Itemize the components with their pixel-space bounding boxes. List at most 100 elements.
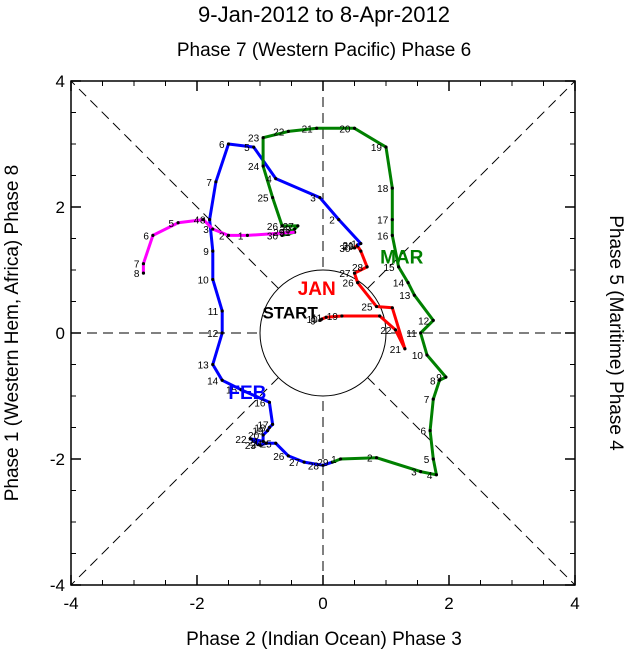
data-point bbox=[264, 441, 268, 445]
x-tick-label: 4 bbox=[570, 594, 579, 613]
day-label: 1 bbox=[351, 240, 357, 251]
day-label: 2 bbox=[329, 216, 335, 227]
data-point bbox=[271, 195, 275, 200]
day-label: 1 bbox=[331, 455, 337, 466]
data-point bbox=[390, 306, 394, 310]
data-point bbox=[258, 443, 262, 447]
data-point bbox=[339, 457, 343, 461]
data-point bbox=[261, 439, 265, 443]
day-label: 16 bbox=[377, 231, 389, 242]
day-label: 23 bbox=[248, 134, 260, 145]
data-point bbox=[412, 293, 416, 297]
day-label: 20 bbox=[339, 124, 351, 135]
day-label: 1 bbox=[238, 231, 244, 242]
right-phase-label: Phase 5 (Maritime) Phase 4 bbox=[605, 215, 626, 451]
x-tick-label: 0 bbox=[318, 594, 327, 613]
data-point bbox=[428, 429, 432, 433]
data-point bbox=[220, 309, 224, 313]
trajectory-layer bbox=[141, 126, 448, 477]
month-labels: START JAN FEB MAR bbox=[228, 248, 423, 404]
month-label-feb: FEB bbox=[228, 383, 266, 404]
data-point bbox=[141, 262, 146, 266]
data-point bbox=[425, 353, 429, 357]
day-label: 28 bbox=[308, 461, 320, 472]
day-label: 30 bbox=[267, 231, 279, 242]
day-label: 18 bbox=[377, 184, 389, 195]
data-point bbox=[390, 186, 394, 190]
day-label: 4 bbox=[266, 175, 272, 186]
data-point bbox=[245, 233, 249, 237]
data-point bbox=[176, 221, 180, 225]
day-label: 8 bbox=[134, 269, 140, 280]
day-label: 28 bbox=[280, 225, 292, 236]
data-point bbox=[321, 463, 325, 467]
day-label: 24 bbox=[251, 439, 263, 450]
month-label-mar: MAR bbox=[380, 248, 424, 269]
data-point bbox=[359, 249, 363, 253]
day-label: 13 bbox=[198, 361, 210, 372]
data-point bbox=[271, 422, 275, 426]
x-tick-label: -2 bbox=[189, 594, 204, 613]
day-label: 22 bbox=[235, 435, 247, 446]
bottom-phase-label: Phase 2 (Indian Ocean) Phase 3 bbox=[186, 629, 462, 650]
day-label: 26 bbox=[343, 279, 355, 290]
data-point bbox=[201, 218, 205, 222]
data-point bbox=[315, 126, 319, 130]
day-label: 28 bbox=[352, 263, 364, 274]
day-label: 6 bbox=[219, 140, 225, 151]
day-label: 11 bbox=[312, 313, 323, 324]
left-phase-label: Phase 1 (Western Hem, Africa) Phase 8 bbox=[2, 165, 23, 502]
data-point bbox=[393, 328, 398, 332]
data-point bbox=[434, 473, 438, 477]
day-label: 21 bbox=[302, 124, 314, 135]
data-point bbox=[397, 265, 401, 269]
day-label: 25 bbox=[257, 194, 269, 205]
data-point bbox=[318, 195, 322, 200]
day-label: 23 bbox=[245, 441, 257, 452]
data-point bbox=[226, 233, 231, 237]
day-label: 7 bbox=[206, 178, 212, 189]
day-label: 24 bbox=[248, 162, 260, 173]
data-point bbox=[248, 437, 253, 441]
day-label: 25 bbox=[361, 303, 373, 314]
day-label: 21 bbox=[248, 437, 260, 448]
data-point bbox=[374, 456, 379, 460]
day-label: 21 bbox=[390, 345, 402, 356]
guide-diagonal-3 bbox=[367, 377, 576, 586]
day-label: 11 bbox=[208, 307, 219, 318]
data-point bbox=[296, 224, 300, 228]
day-label: 9 bbox=[310, 316, 316, 327]
data-point bbox=[374, 304, 379, 309]
day-label: 7 bbox=[134, 260, 140, 271]
x-tick-label: -4 bbox=[63, 594, 78, 613]
data-point bbox=[359, 241, 363, 246]
data-point bbox=[265, 429, 270, 433]
day-label: 6 bbox=[143, 231, 149, 242]
guide-diagonal-2 bbox=[70, 80, 279, 289]
day-label: 8 bbox=[200, 216, 206, 227]
day-label: 29 bbox=[317, 458, 329, 469]
data-point bbox=[220, 378, 224, 382]
data-point bbox=[431, 397, 435, 401]
series-line-mar bbox=[261, 126, 448, 477]
day-label: 10 bbox=[198, 275, 210, 286]
start-label: START bbox=[262, 303, 318, 322]
day-label: 5 bbox=[244, 143, 250, 154]
data-point bbox=[352, 126, 357, 130]
data-point bbox=[211, 227, 215, 231]
day-label: 29 bbox=[273, 228, 285, 239]
data-point bbox=[444, 375, 448, 379]
day-label: 22 bbox=[380, 326, 392, 337]
day-label: 17 bbox=[377, 216, 389, 227]
data-point bbox=[352, 246, 357, 250]
top-phase-label: Phase 7 (Western Pacific) Phase 6 bbox=[177, 40, 471, 61]
day-label: 4 bbox=[427, 471, 433, 482]
data-point bbox=[274, 177, 278, 181]
data-point bbox=[419, 470, 423, 474]
day-label: 8 bbox=[430, 376, 436, 387]
day-label: 30 bbox=[339, 244, 351, 255]
day-label: 10 bbox=[307, 315, 319, 326]
